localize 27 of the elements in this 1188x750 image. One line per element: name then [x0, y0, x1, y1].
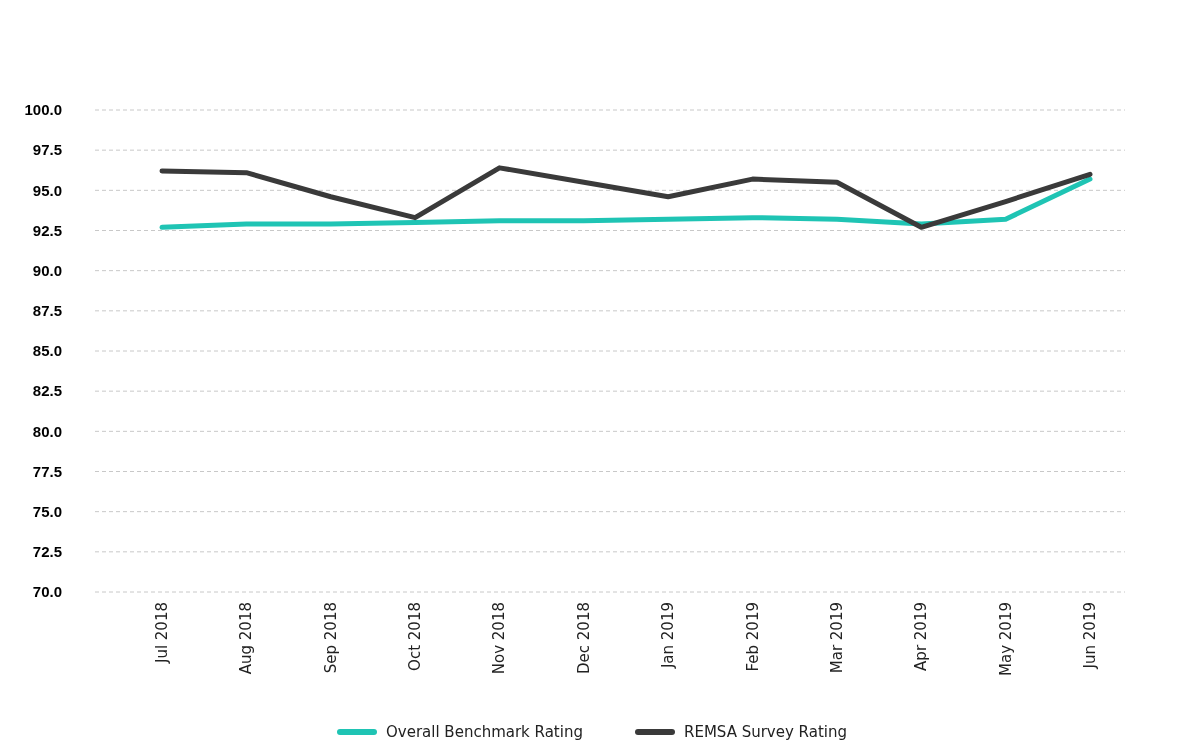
x-tick-label: Oct 2018 [406, 602, 425, 671]
x-tick-label: Nov 2018 [490, 602, 509, 675]
x-tick-label: Jul 2018 [153, 602, 171, 665]
legend-label: Overall Benchmark Rating [386, 723, 583, 741]
y-tick-label: 82.5 [32, 382, 62, 400]
y-tick-label: 72.5 [32, 543, 62, 561]
x-tick-label: Feb 2019 [743, 602, 762, 672]
x-tick-label: Aug 2018 [237, 602, 256, 675]
y-tick-label: 92.5 [32, 221, 62, 239]
y-tick-label: 87.5 [32, 302, 62, 320]
y-tick-label: 77.5 [32, 462, 62, 480]
y-tick-label: 95.0 [32, 181, 62, 199]
x-tick-label: Jan 2019 [659, 602, 678, 670]
y-tick-label: 85.0 [32, 342, 62, 360]
y-tick-label: 75.0 [32, 502, 62, 520]
y-tick-label: 80.0 [32, 422, 62, 440]
x-tick-label: Dec 2018 [574, 602, 593, 674]
x-tick-label: Apr 2019 [912, 602, 931, 671]
x-tick-label: Sep 2018 [321, 602, 340, 674]
y-tick-label: 70.0 [32, 583, 62, 601]
y-tick-label: 100.0 [24, 101, 62, 119]
x-tick-label: Jun 2019 [1081, 602, 1099, 670]
y-tick-label: 90.0 [32, 261, 62, 279]
x-tick-label: Mar 2019 [827, 602, 846, 674]
y-tick-label: 97.5 [32, 141, 62, 159]
x-tick-label: May 2019 [996, 602, 1015, 676]
legend-label: REMSA Survey Rating [684, 723, 847, 741]
